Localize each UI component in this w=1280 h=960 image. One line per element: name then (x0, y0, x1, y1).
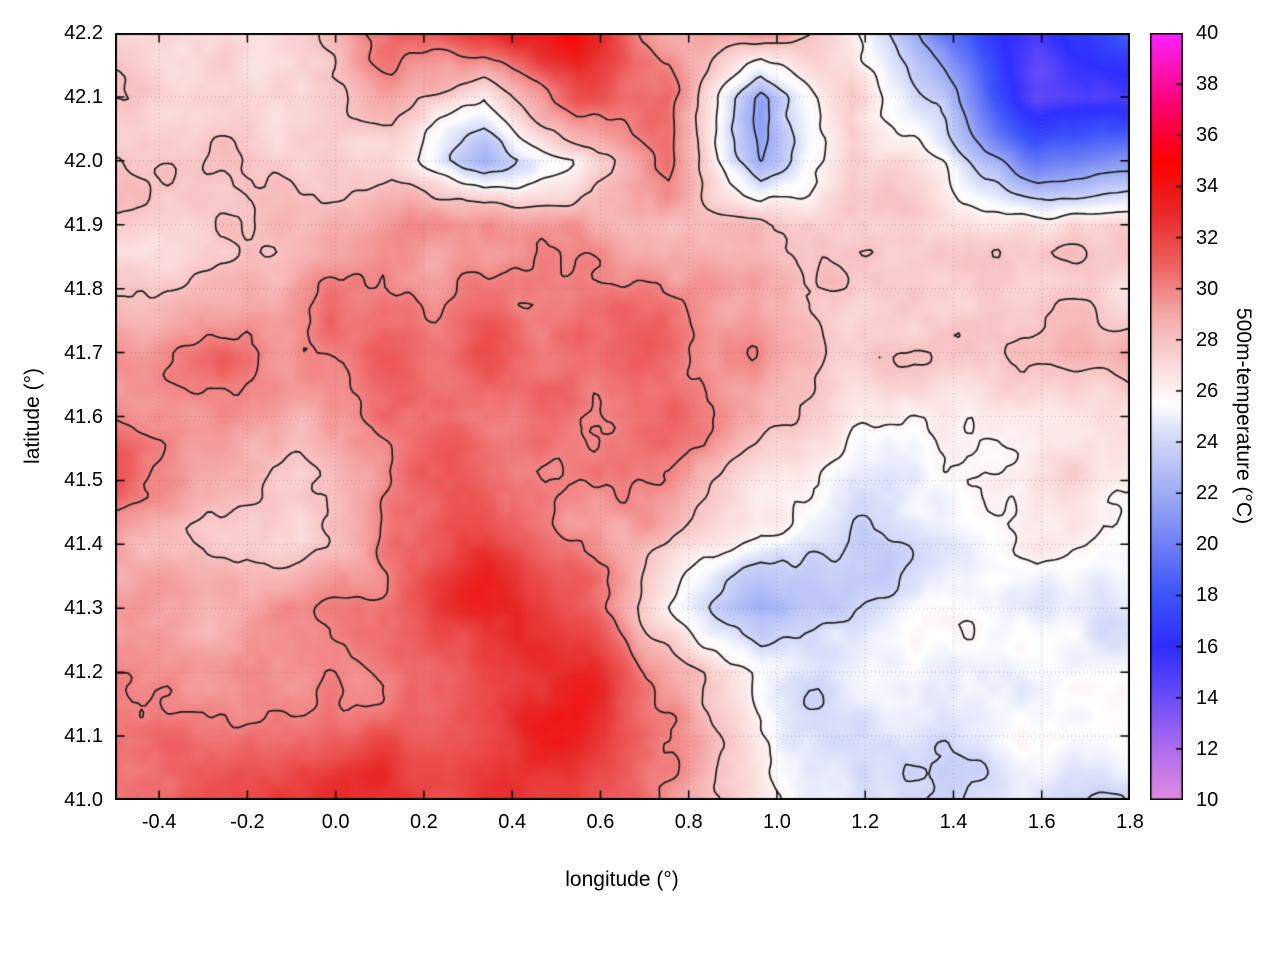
colorbar-tick-label: 26 (1196, 379, 1219, 402)
x-axis-title: longitude (°) (565, 868, 679, 891)
y-tick-label: 41.5 (64, 469, 103, 492)
x-tick-label: 0.2 (410, 811, 438, 833)
y-tick-label: 41.9 (64, 213, 103, 236)
y-tick-label: 41.4 (64, 533, 103, 556)
y-tick-label: 41.6 (64, 405, 103, 428)
colorbar-title: 500m-temperature (°C) (1232, 307, 1255, 525)
colorbar-tick-label: 38 (1196, 73, 1219, 96)
y-tick-label: 42.0 (64, 149, 103, 172)
colorbar-tick-label: 22 (1196, 482, 1219, 505)
colorbar-tick-label: 14 (1196, 686, 1219, 709)
x-tick-label: 0.4 (498, 811, 527, 833)
colorbar-tick-label: 24 (1196, 431, 1219, 454)
heatmap-plot-canvas (115, 33, 1130, 800)
x-tick-label: 0.8 (674, 811, 703, 833)
colorbar-tick-label: 30 (1196, 277, 1219, 300)
x-tick-label: 1.0 (763, 811, 791, 833)
y-tick-label: 42.1 (64, 85, 103, 108)
y-tick-label: 41.2 (64, 661, 103, 684)
x-tick-label: 1.2 (851, 811, 880, 833)
y-tick-label: 42.2 (64, 22, 103, 44)
colorbar-tick-label: 18 (1196, 584, 1219, 607)
colorbar-tick-label: 16 (1196, 635, 1219, 658)
x-tick-label: 0.0 (321, 811, 350, 833)
y-tick-label: 41.8 (64, 277, 103, 300)
y-tick-label: 41.3 (64, 597, 103, 620)
colorbar-tick-label: 36 (1196, 124, 1219, 147)
y-tick-label: 41.0 (64, 789, 103, 811)
colorbar-tick-label: 32 (1196, 226, 1219, 249)
x-tick-label: 1.6 (1027, 811, 1056, 833)
y-tick-label: 41.1 (64, 725, 103, 748)
colorbar-tick-label: 20 (1196, 533, 1219, 556)
x-tick-label: -0.2 (230, 811, 265, 833)
colorbar-canvas (1150, 33, 1183, 800)
x-tick-label: -0.4 (141, 811, 177, 833)
y-axis-title: latitude (°) (21, 368, 44, 464)
colorbar-tick-label: 10 (1196, 789, 1219, 811)
colorbar-tick-label: 40 (1196, 22, 1219, 44)
x-tick-label: 1.8 (1116, 811, 1144, 833)
x-tick-label: 0.6 (586, 811, 615, 833)
colorbar-tick-label: 12 (1196, 737, 1219, 760)
x-tick-label: 1.4 (939, 811, 968, 833)
colorbar-tick-label: 28 (1196, 328, 1219, 351)
colorbar-tick-label: 34 (1196, 175, 1219, 198)
y-tick-label: 41.7 (64, 341, 103, 364)
